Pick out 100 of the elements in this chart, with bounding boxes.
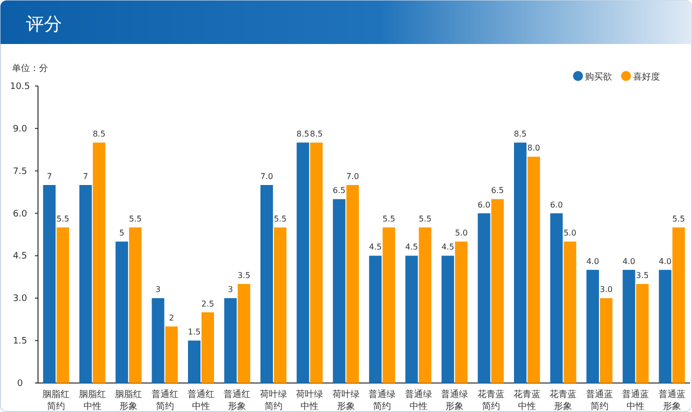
bar [346, 185, 359, 383]
bar [43, 185, 56, 383]
bar [310, 142, 323, 383]
data-label: 7.0 [260, 172, 274, 181]
data-label: 4.5 [405, 242, 418, 252]
data-label: 4.5 [368, 242, 382, 252]
x-tick-label: 普通红中性 [188, 389, 214, 412]
data-label: 6.5 [332, 186, 346, 196]
bar [550, 213, 563, 383]
bar [418, 227, 432, 383]
data-label: 4.5 [441, 242, 454, 252]
bar [405, 256, 418, 383]
bar [528, 156, 540, 383]
y-axis-title: 单位：分 [12, 63, 48, 74]
legend-label: 喜好度 [633, 72, 660, 82]
bar [442, 256, 454, 383]
x-tick-label: 普通红形象 [224, 389, 251, 412]
data-label: 3.5 [636, 271, 649, 280]
data-label: 3 [155, 285, 161, 294]
data-label: 6.0 [478, 200, 490, 210]
data-label: 5.0 [564, 228, 576, 238]
bar [238, 284, 250, 383]
bar [586, 270, 599, 383]
x-tick-label: 普通红简约 [151, 389, 178, 412]
bar [672, 227, 685, 383]
chart-title: 评分 [26, 14, 62, 35]
x-tick-label: 普通蓝中性 [622, 389, 650, 412]
x-tick-label: 普通蓝简约 [586, 389, 613, 412]
bar [369, 256, 382, 383]
data-label: 7 [46, 172, 52, 181]
x-tick-label: 荷叶绿简约 [260, 389, 287, 412]
data-label: 5.5 [672, 214, 686, 224]
data-label: 4.0 [658, 256, 672, 266]
data-label: 4.0 [622, 256, 636, 266]
bar [92, 142, 106, 383]
data-label: 7.0 [346, 172, 360, 181]
bar [116, 242, 128, 383]
x-tick-label: 普通绿简约 [368, 389, 396, 412]
data-label: 3.5 [238, 271, 250, 280]
data-label: 5.5 [418, 214, 432, 224]
x-tick-label: 胭脂红中性 [78, 389, 106, 412]
bar [165, 326, 178, 383]
bar [79, 185, 92, 383]
x-tick-label: 花青蓝简约 [477, 389, 504, 412]
bar [600, 298, 612, 383]
data-label: 6.0 [550, 200, 563, 210]
data-label: 5.5 [56, 214, 70, 224]
bar [514, 142, 526, 383]
y-tick-label: 6.0 [12, 209, 28, 220]
data-label: 1.5 [188, 328, 201, 337]
y-tick-label: 9.0 [12, 124, 28, 134]
x-tick-label: 普通绿形象 [441, 389, 468, 412]
y-tick-label: 1.5 [12, 336, 28, 347]
data-label: 2 [168, 313, 174, 322]
bar [478, 213, 490, 383]
x-tick-label: 花青蓝形象 [550, 389, 577, 412]
x-tick-label: 普通绿中性 [404, 389, 432, 412]
data-label: 6.5 [491, 186, 504, 196]
bar [260, 185, 273, 383]
bar [332, 199, 346, 383]
data-label: 4.0 [586, 256, 600, 266]
data-label: 3 [228, 285, 234, 294]
data-label: 5.5 [274, 214, 287, 224]
bar [622, 270, 636, 383]
bar [491, 199, 504, 383]
x-tick-label: 胭脂红形象 [115, 389, 142, 412]
bar [129, 227, 142, 383]
data-label: 5.5 [128, 214, 142, 224]
y-tick-label: 4.5 [12, 252, 28, 262]
data-label: 5.5 [382, 214, 396, 224]
data-label: 8.5 [310, 130, 323, 139]
bar [56, 227, 70, 383]
data-label: 8.5 [92, 130, 106, 139]
x-tick-label: 荷叶绿形象 [332, 389, 360, 412]
bar [202, 312, 214, 383]
data-label: 7 [83, 172, 88, 181]
bar [224, 298, 237, 383]
data-label: 2.5 [201, 299, 214, 308]
data-label: 8.5 [514, 130, 527, 139]
bar [296, 142, 310, 383]
x-tick-label: 荷叶绿中性 [296, 389, 324, 412]
bar [564, 242, 576, 383]
data-label: 5.0 [454, 228, 468, 238]
y-tick-label: 10.5 [10, 82, 30, 92]
bar [658, 270, 672, 383]
x-tick-label: 普通蓝形象 [658, 389, 686, 412]
x-tick-label: 花青蓝中性 [514, 389, 540, 412]
bar [188, 340, 200, 383]
y-tick-label: 7.5 [12, 166, 28, 177]
bar [382, 227, 396, 383]
legend-label: 购买欲 [585, 72, 612, 82]
data-label: 8.5 [296, 130, 310, 139]
bar [274, 227, 286, 383]
y-tick-label: 0 [17, 379, 24, 389]
y-tick-label: 3.0 [12, 294, 28, 304]
bar [152, 298, 164, 383]
data-label: 8.0 [527, 144, 540, 153]
bar [636, 284, 649, 383]
x-tick-label: 胭脂红简约 [42, 389, 70, 412]
bar [455, 242, 468, 383]
